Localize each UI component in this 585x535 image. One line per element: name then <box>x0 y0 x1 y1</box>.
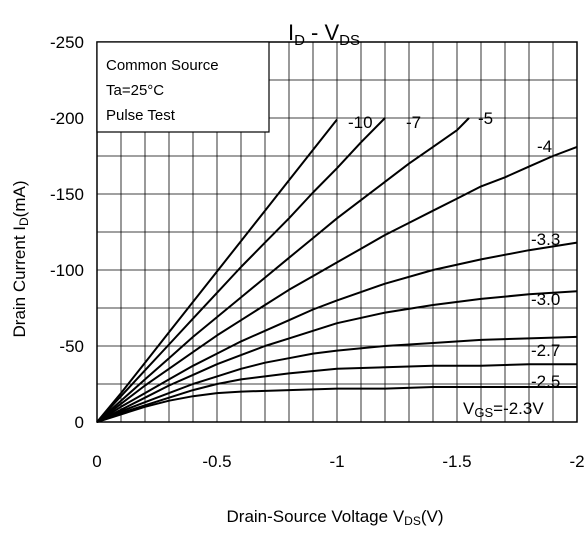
curve-label: -4 <box>537 137 552 156</box>
series-line-vgs-neg2p3 <box>96 386 577 423</box>
condition-box: Common Source Ta=25°C Pulse Test <box>96 41 270 133</box>
y-axis-label-post: (mA) <box>10 181 29 218</box>
vgs-label: VGS=-2.3V <box>463 399 544 420</box>
condition-line-2: Ta=25°C <box>106 82 164 99</box>
y-tick-label: -250 <box>50 33 84 52</box>
curve-label: -2.5 <box>531 372 560 391</box>
x-axis-label-pre: Drain-Source Voltage V <box>227 507 405 526</box>
series-line-vgs-neg10 <box>96 118 338 423</box>
vgs-label-post: =-2.3V <box>493 399 544 418</box>
x-tick-label: -2 <box>569 452 584 471</box>
curve-label: -7 <box>406 113 421 132</box>
x-tick-label: 0 <box>92 452 101 471</box>
series-line-vgs-neg5 <box>96 117 470 423</box>
curve-label: -10 <box>348 113 373 132</box>
chart-title-main: I <box>288 20 294 45</box>
curve-labels: -10 -7 -5 -4 -3.3 -3.0 -2.7 -2.5 <box>348 109 560 391</box>
tick-layer: 0 -0.5 -1 -1.5 -2 0 -50 -100 -150 -200 -250 <box>50 33 585 471</box>
vgs-label-sub: GS <box>474 405 493 420</box>
x-axis-label: Drain-Source Voltage VDS(V) <box>227 507 444 528</box>
x-tick-label: -1.5 <box>442 452 471 471</box>
curve-label: -5 <box>478 109 493 128</box>
chart-title: ID - VDS <box>288 20 360 49</box>
x-axis-label-sub: DS <box>404 514 421 528</box>
y-tick-label: 0 <box>75 413 84 432</box>
condition-line-1: Common Source <box>106 57 219 74</box>
series-line-vgs-neg2p7 <box>96 335 578 423</box>
vgs-label-pre: V <box>463 399 475 418</box>
y-axis-label-pre: Drain Current I <box>10 226 29 337</box>
chart-title-sub2: DS <box>339 32 360 49</box>
y-tick-label: -50 <box>59 337 84 356</box>
y-tick-label: -200 <box>50 109 84 128</box>
curve-label: -2.7 <box>531 341 560 360</box>
chart-title-mid: - V <box>305 20 340 45</box>
plot-frame <box>96 41 578 423</box>
x-tick-label: -0.5 <box>202 452 231 471</box>
x-tick-label: -1 <box>329 452 344 471</box>
curve-label: -3.3 <box>531 230 560 249</box>
y-tick-label: -150 <box>50 185 84 204</box>
y-axis-label-sub: D <box>17 217 31 226</box>
series-line-vgs-neg3p3 <box>96 241 578 423</box>
series-line-vgs-neg3p0 <box>96 290 578 423</box>
y-tick-label: -100 <box>50 261 84 280</box>
condition-line-3: Pulse Test <box>106 107 176 124</box>
series-line-vgs-neg7 <box>96 117 386 423</box>
y-axis-label: Drain Current ID(mA) <box>10 181 31 338</box>
curve-label: -3.0 <box>531 290 560 309</box>
series-line-vgs-neg2p5 <box>96 363 577 423</box>
chart-title-sub1: D <box>294 32 305 49</box>
x-axis-label-post: (V) <box>421 507 444 526</box>
series-line-vgs-neg4 <box>96 145 578 423</box>
curve-layer <box>96 117 578 423</box>
condition-box-frame <box>96 41 270 133</box>
